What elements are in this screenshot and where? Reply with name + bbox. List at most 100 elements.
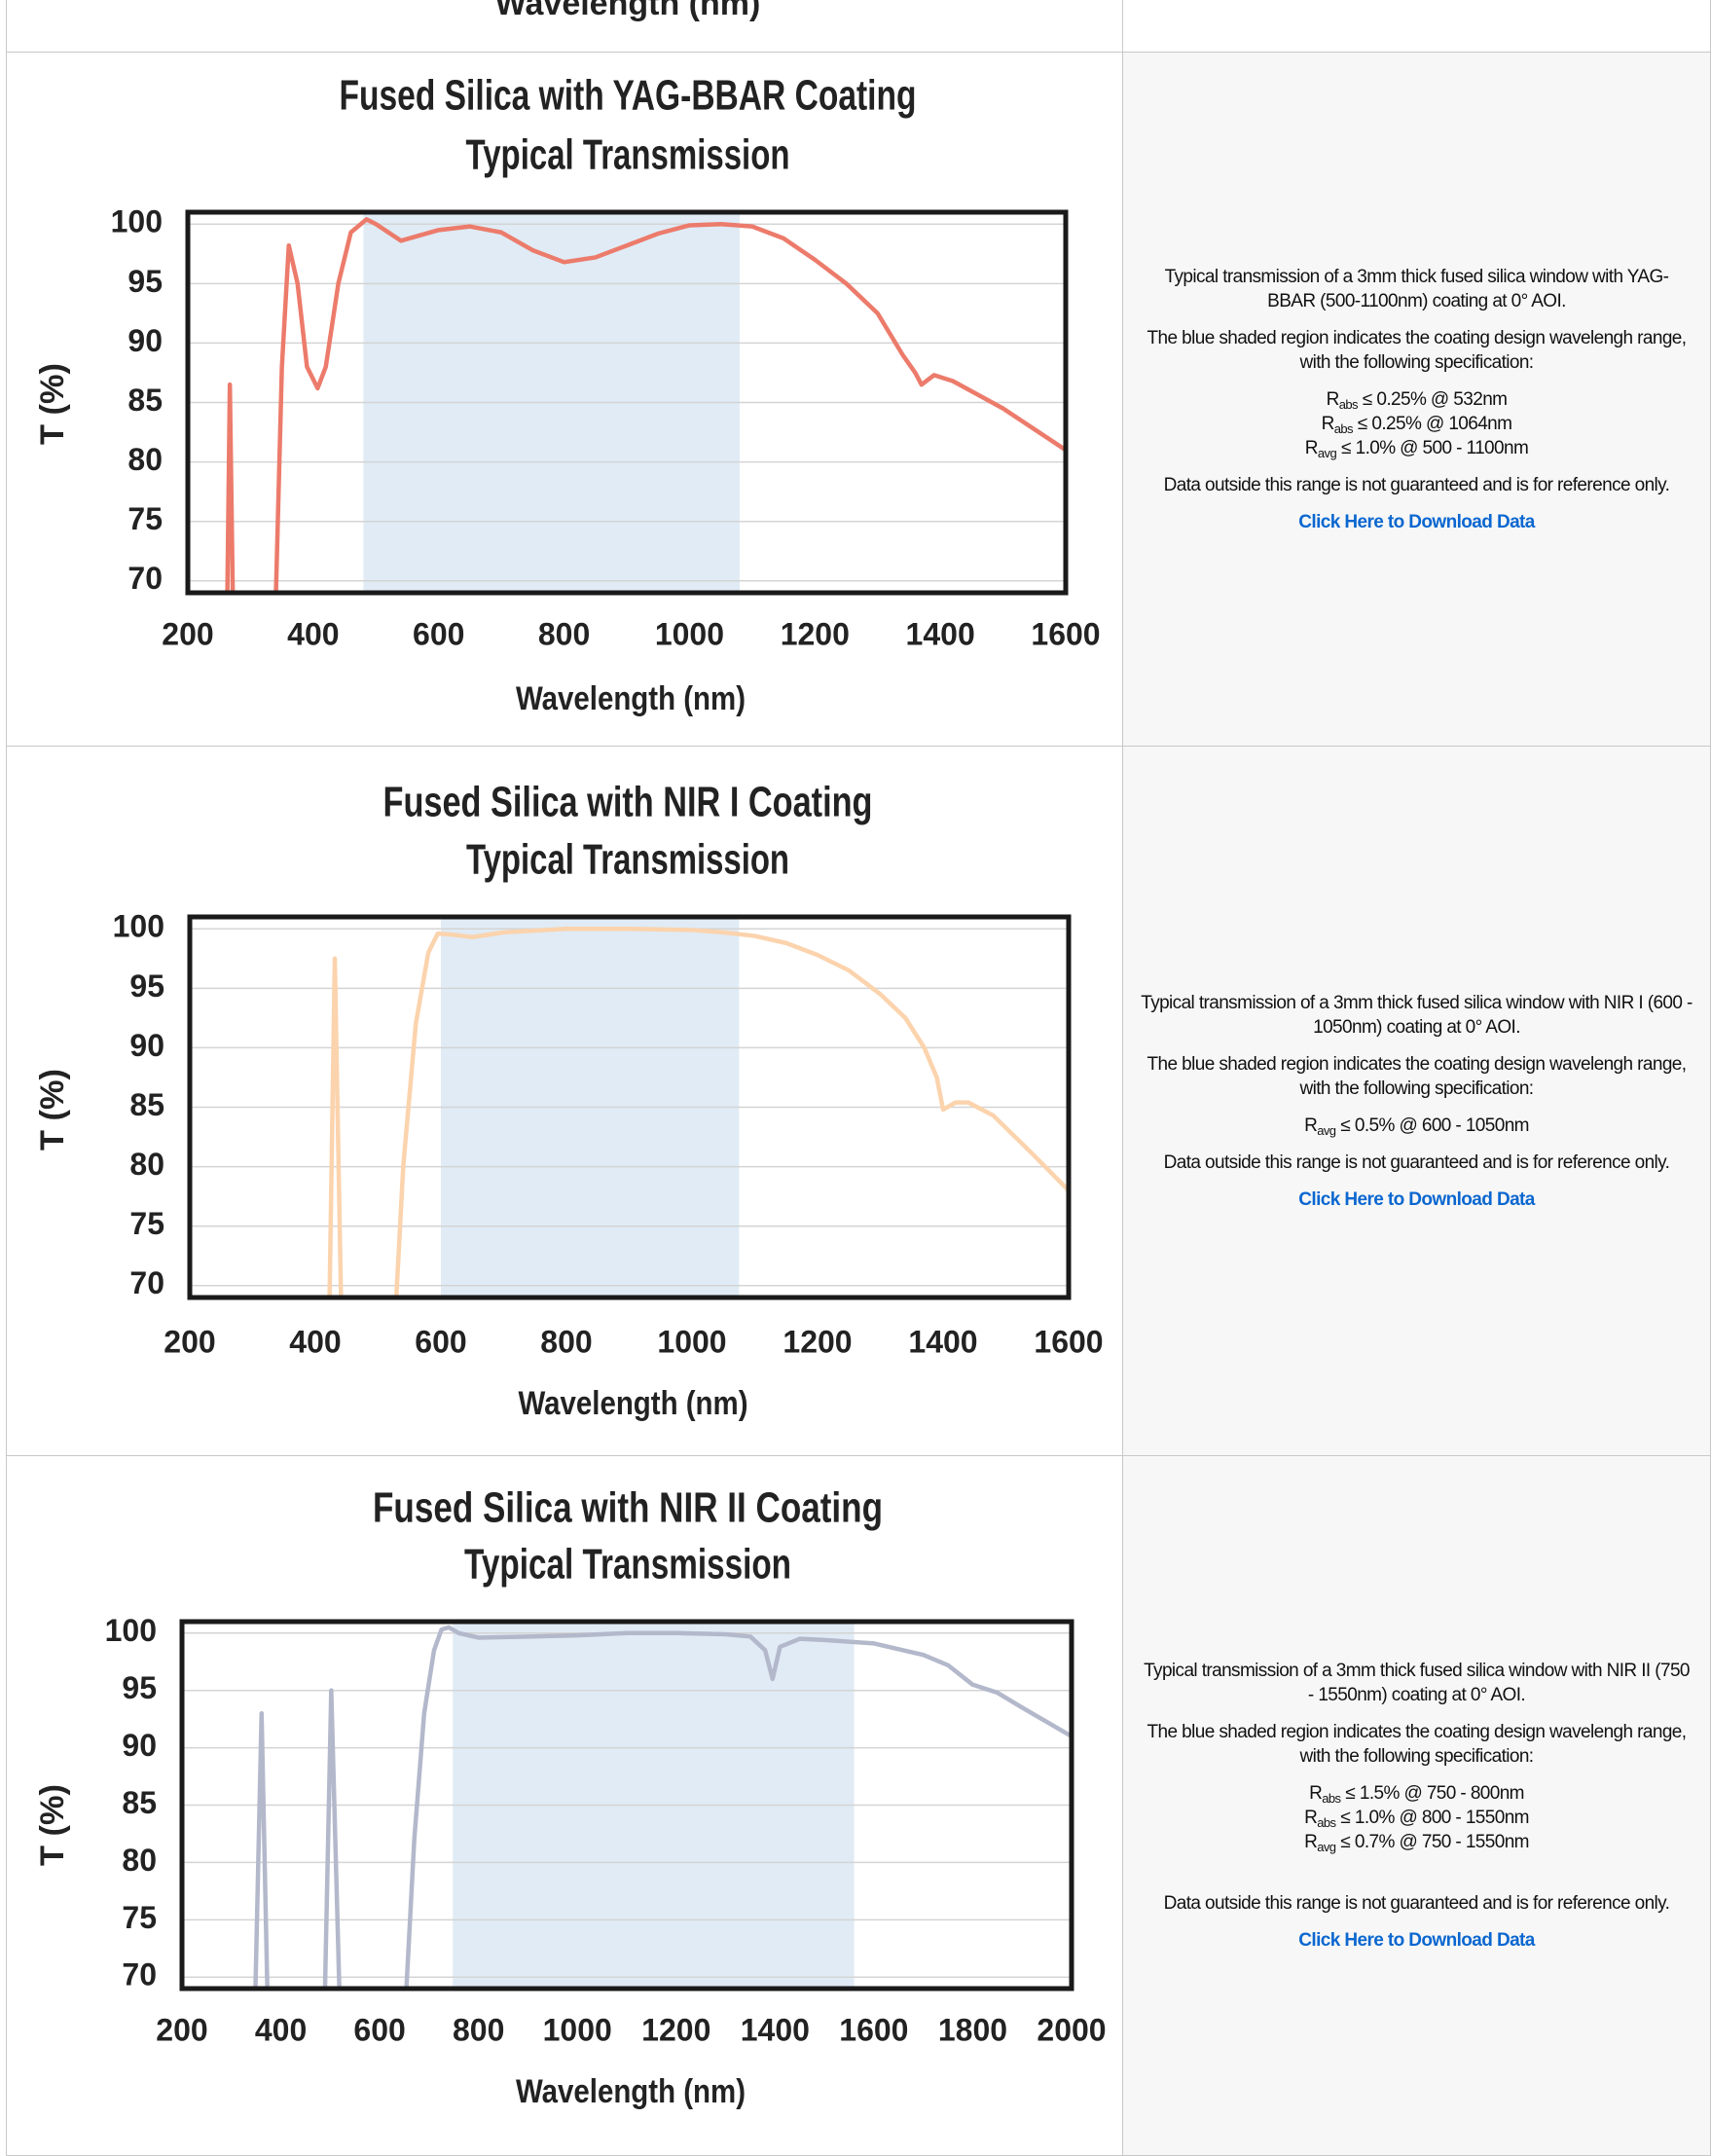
chart: Fused Silica with NIR II Coating Typical … xyxy=(34,1484,1107,2110)
spec-sub: abs xyxy=(1338,396,1359,412)
note: Data outside this range is not guarantee… xyxy=(1163,474,1670,495)
specs: Rabs ≤ 0.25% @ 532nm Rabs ≤ 0.25% @ 1064nm R… xyxy=(1305,387,1529,460)
x-tick-label: 400 xyxy=(255,2012,307,2047)
spec-text: ≤ 0.25% @ 1064nm xyxy=(1357,413,1512,434)
transmission-line xyxy=(225,217,1066,593)
plot-border xyxy=(187,914,1072,1300)
note: Data outside this range is not guarantee… xyxy=(1163,1893,1670,1914)
spec-line: Ravg ≤ 0.5% @ 600 - 1050nm xyxy=(1304,1114,1529,1138)
x-tick-label: 1400 xyxy=(908,1324,977,1359)
spec-symbol: R xyxy=(1321,413,1335,434)
x-tick-label: 1200 xyxy=(783,1324,852,1359)
spec-symbol: R xyxy=(1309,1783,1323,1804)
x-axis-label: Wavelength (nm) xyxy=(516,2073,746,2110)
chart: Fused Silica with NIR I Coating Typical T… xyxy=(34,779,1104,1422)
y-tick-label: 70 xyxy=(122,1957,157,1992)
x-tick-label: 1000 xyxy=(657,1324,726,1359)
description: The blue shaded region indicates the coa… xyxy=(1147,327,1688,373)
x-tick-label: 1400 xyxy=(741,2012,810,2047)
y-tick-label: 100 xyxy=(111,204,163,239)
y-tick-label: 75 xyxy=(122,1900,157,1935)
x-tick-label: 1400 xyxy=(906,616,975,651)
x-axis-label: Wavelength (nm) xyxy=(516,680,746,717)
y-tick-label: 90 xyxy=(122,1728,157,1763)
y-tick-label: 85 xyxy=(127,383,163,418)
y-tick-label: 100 xyxy=(105,1613,157,1648)
x-tick-label: 600 xyxy=(415,1324,466,1359)
x-tick-label: 1600 xyxy=(839,2012,908,2047)
series xyxy=(327,926,1069,1297)
plot-border xyxy=(179,1619,1074,1992)
y-axis-label: T (%) xyxy=(34,1784,71,1866)
x-tick-label: 200 xyxy=(156,2012,207,2047)
download-link[interactable]: Click Here to Download Data xyxy=(1298,1930,1535,1951)
spec-sub: abs xyxy=(1317,1815,1336,1830)
spec-line: Rabs ≤ 0.25% @ 532nm xyxy=(1305,387,1528,412)
y-tick-label: 100 xyxy=(113,909,164,944)
x-tick-label: 200 xyxy=(162,616,213,651)
y-tick-label: 95 xyxy=(127,264,163,299)
series xyxy=(225,217,1066,593)
specs: Ravg ≤ 0.5% @ 600 - 1050nm xyxy=(1304,1114,1529,1138)
spec-symbol: R xyxy=(1304,1832,1318,1852)
y-tick-label: 80 xyxy=(122,1843,157,1878)
cut-label: Wavelength (nm) xyxy=(495,0,761,22)
note: Data outside this range is not guarantee… xyxy=(1163,1151,1670,1173)
y-axis-label: T (%) xyxy=(34,1069,71,1151)
spec-text: ≤ 0.25% @ 532nm xyxy=(1362,388,1508,410)
y-tick-label: 90 xyxy=(129,1028,164,1063)
spec-sub: abs xyxy=(1333,420,1354,436)
y-tick-label: 80 xyxy=(129,1147,164,1182)
series xyxy=(253,1625,1072,1989)
y-tick-label: 70 xyxy=(129,1265,164,1300)
x-tick-label: 800 xyxy=(453,2012,504,2047)
x-tick-label: 1200 xyxy=(781,616,850,651)
spec-text: ≤ 1.5% @ 750 - 800nm xyxy=(1345,1783,1524,1804)
chart-title: Typical Transmission xyxy=(466,836,789,884)
x-tick-label: 600 xyxy=(413,616,464,651)
transmission-line xyxy=(253,1625,1072,1989)
chart: Fused Silica with YAG-BBAR Coating Typica… xyxy=(34,72,1101,717)
spec-sub: avg xyxy=(1317,1840,1336,1854)
chart-title: Fused Silica with NIR II Coating xyxy=(373,1484,883,1532)
spec-sub: avg xyxy=(1317,445,1337,460)
spec-text: ≤ 1.0% @ 800 - 1550nm xyxy=(1340,1808,1529,1828)
spec-sub: avg xyxy=(1317,1122,1336,1138)
y-tick-label: 70 xyxy=(127,561,163,596)
chart-title: Fused Silica with NIR I Coating xyxy=(383,779,873,826)
description: Typical transmission of a 3mm thick fuse… xyxy=(1164,266,1669,311)
description-cell: Typical transmission of a 3mm thick fuse… xyxy=(1122,746,1711,1456)
spec-text: ≤ 0.7% @ 750 - 1550nm xyxy=(1340,1832,1529,1852)
description: Typical transmission of a 3mm thick fuse… xyxy=(1141,992,1693,1038)
spec-text: ≤ 0.5% @ 600 - 1050nm xyxy=(1340,1115,1529,1136)
spec-symbol: R xyxy=(1304,1808,1318,1828)
y-tick-label: 95 xyxy=(122,1670,157,1705)
x-tick-label: 200 xyxy=(164,1324,215,1359)
description: The blue shaded region indicates the coa… xyxy=(1147,1722,1688,1767)
download-link[interactable]: Click Here to Download Data xyxy=(1298,511,1535,532)
y-tick-label: 85 xyxy=(122,1785,157,1820)
spec-symbol: R xyxy=(1326,388,1340,410)
plot-border xyxy=(185,209,1069,596)
description-cell: Typical transmission of a 3mm thick fuse… xyxy=(1122,1455,1711,2156)
spec-line: Ravg ≤ 0.7% @ 750 - 1550nm xyxy=(1304,1830,1529,1854)
spec-line: Rabs ≤ 1.0% @ 800 - 1550nm xyxy=(1304,1806,1529,1830)
description: Typical transmission of a 3mm thick fuse… xyxy=(1144,1661,1690,1705)
x-tick-label: 1600 xyxy=(1034,1324,1103,1359)
spec-symbol: R xyxy=(1304,1115,1318,1136)
chart-title: Fused Silica with YAG-BBAR Coating xyxy=(340,72,917,120)
x-tick-label: 800 xyxy=(540,1324,592,1359)
download-link[interactable]: Click Here to Download Data xyxy=(1298,1188,1535,1210)
x-axis-label: Wavelength (nm) xyxy=(519,1385,748,1422)
chart-title: Typical Transmission xyxy=(464,1541,791,1589)
charts: Wavelength (nm) Fused Silica with YAG-BB… xyxy=(34,0,1107,2110)
spec-text: ≤ 1.0% @ 500 - 1100nm xyxy=(1341,437,1529,458)
x-tick-label: 1600 xyxy=(1031,616,1100,651)
description-cell: Typical transmission of a 3mm thick fuse… xyxy=(1122,52,1711,747)
spec-sub: abs xyxy=(1322,1791,1341,1806)
x-tick-label: 800 xyxy=(538,616,590,651)
x-tick-label: 600 xyxy=(353,2012,405,2047)
x-tick-label: 400 xyxy=(287,616,339,651)
y-tick-label: 85 xyxy=(129,1087,164,1122)
